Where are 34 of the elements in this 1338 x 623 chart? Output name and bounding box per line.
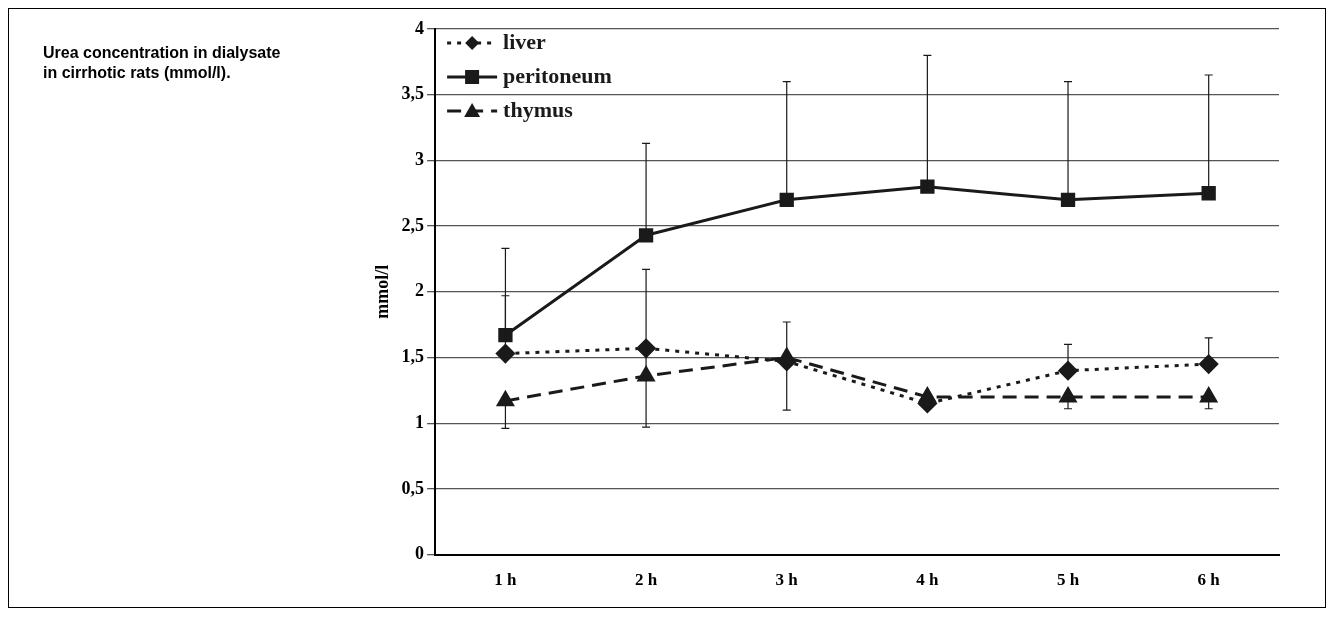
point — [778, 348, 796, 363]
point — [1201, 186, 1216, 201]
y-tick-label: 3 — [415, 149, 425, 170]
point — [638, 228, 654, 243]
y-tick-label: 2 — [415, 280, 425, 301]
point — [779, 192, 794, 207]
y-tick-label: 2,5 — [401, 214, 425, 235]
point — [1199, 354, 1219, 374]
x-tick-label: 2 h — [634, 570, 658, 590]
point — [497, 391, 514, 407]
point — [1058, 361, 1078, 381]
point — [918, 387, 936, 403]
x-tick-label: 1 h — [494, 570, 518, 590]
y-axis-title: mmol/l — [372, 264, 393, 319]
x-tick-label: 4 h — [916, 570, 940, 590]
point — [498, 328, 513, 343]
point — [1059, 387, 1077, 403]
x-tick-label: 5 h — [1056, 570, 1080, 590]
x-tick-label: 3 h — [775, 570, 799, 590]
x-tick-label: 6 h — [1197, 570, 1221, 590]
legend-label: liver — [503, 28, 547, 54]
point — [1200, 387, 1218, 403]
y-tick-label: 4 — [415, 17, 425, 38]
point — [920, 179, 935, 194]
point — [1060, 192, 1076, 207]
y-tick-label: 1 — [415, 411, 425, 432]
text: Urea concentration in dialysate in cirrhotic rats (mmol/l). — [43, 43, 282, 83]
legend-label: thymus — [503, 96, 574, 122]
y-tick-label: 0 — [415, 543, 425, 564]
y-tick-label: 1,5 — [401, 346, 425, 367]
y-tick-label: 0,5 — [401, 477, 425, 498]
point — [495, 344, 515, 364]
legend-label: peritoneum — [503, 62, 612, 88]
y-tick-label: 3,5 — [401, 83, 425, 104]
